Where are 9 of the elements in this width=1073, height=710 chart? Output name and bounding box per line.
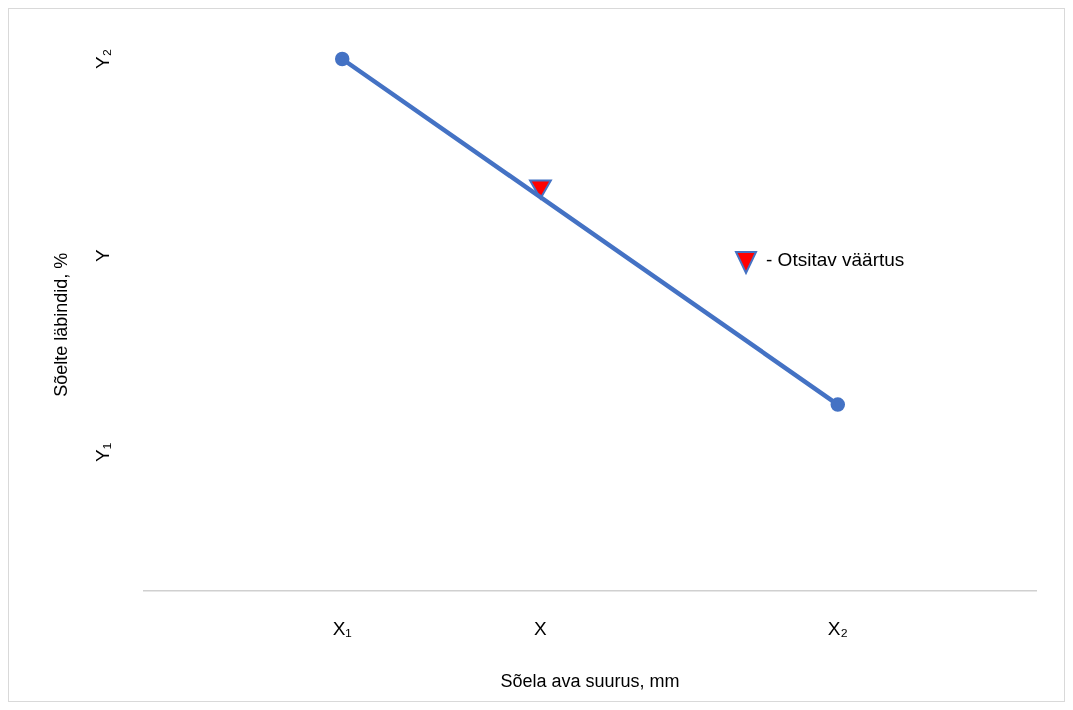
text: Y (92, 249, 114, 263)
text: Y₂ (92, 48, 114, 70)
x-axis-title: Sõela ava suurus, mm (500, 671, 680, 692)
x-tick-label: X (534, 618, 548, 640)
x-tick-label: X₁ (332, 618, 352, 640)
x-tick-label: X₂ (827, 618, 848, 640)
text: Y₁ (92, 442, 114, 462)
legend-label: - Otsitav väärtus (766, 249, 905, 271)
y-axis-title: Sõelte läbindid, % (50, 252, 71, 397)
